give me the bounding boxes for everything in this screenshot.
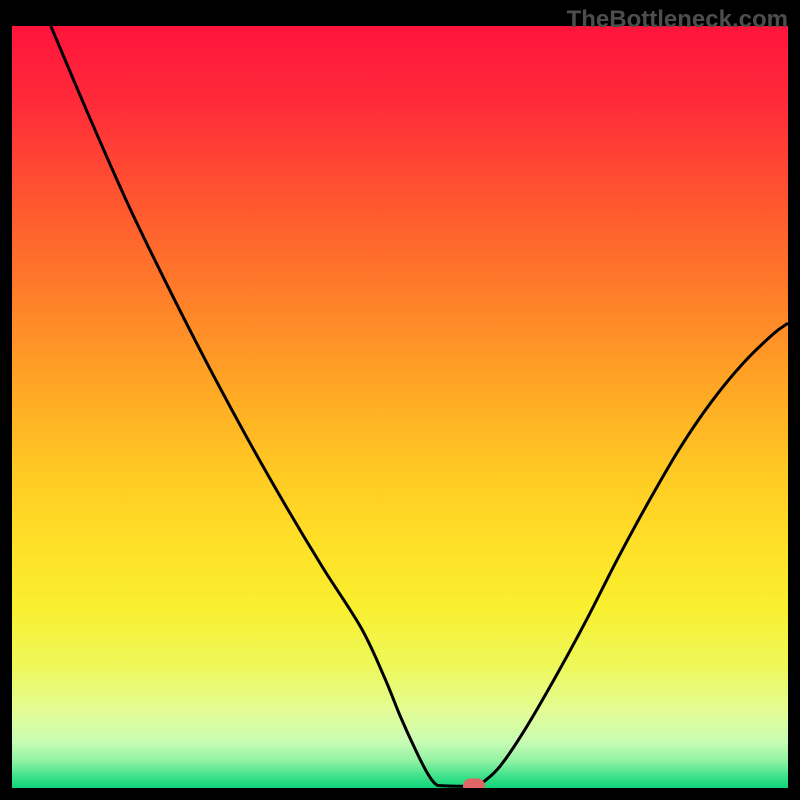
optimal-point-marker [463,778,485,788]
watermark-text: TheBottleneck.com [567,6,788,34]
plot-area [12,26,788,788]
chart-container: TheBottleneck.com [0,0,800,800]
heat-gradient-background [12,26,788,788]
gradient-and-curve [12,26,788,788]
